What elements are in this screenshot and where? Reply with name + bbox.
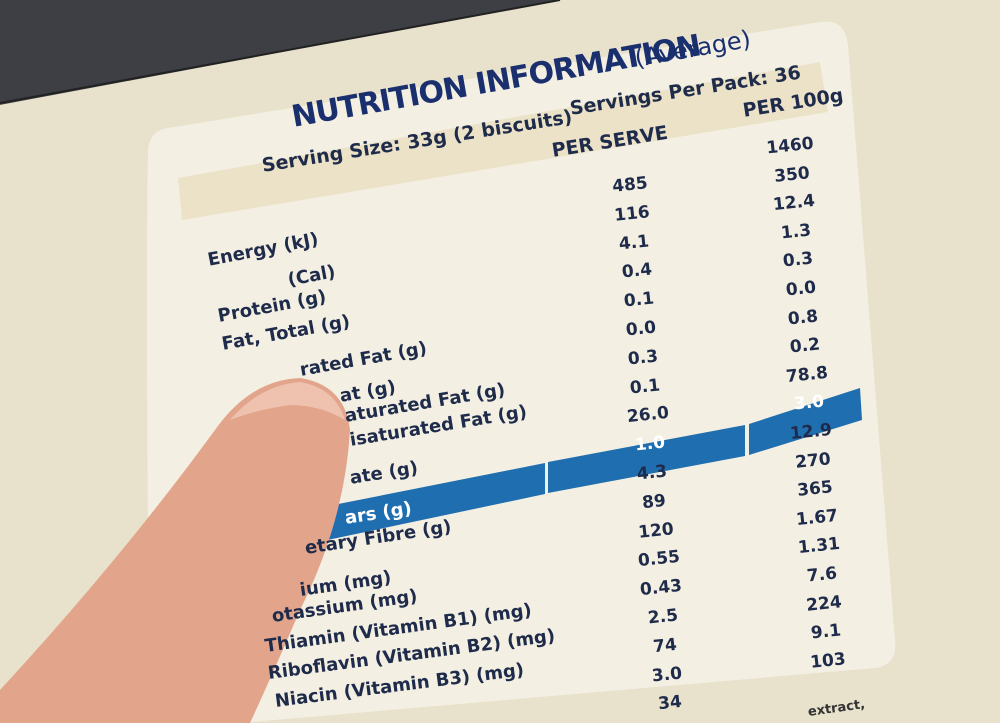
highlight-band bbox=[548, 425, 745, 493]
label-card bbox=[146, 21, 896, 723]
highlight-band bbox=[318, 463, 545, 542]
highlight-band bbox=[749, 388, 862, 455]
panel-edge bbox=[0, 0, 561, 104]
header-band bbox=[178, 62, 828, 220]
finger bbox=[0, 378, 350, 723]
fingernail bbox=[230, 382, 345, 420]
